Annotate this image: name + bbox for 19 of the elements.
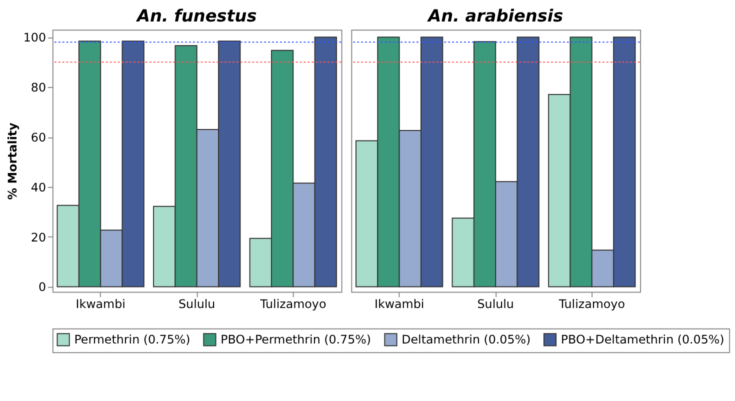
legend-label: Deltamethrin (0.05%) bbox=[402, 332, 531, 347]
x-tick-label: Ikwambi bbox=[374, 297, 424, 312]
x-tick-label: Sululu bbox=[477, 297, 514, 312]
legend-label: PBO+Deltamethrin (0.05%) bbox=[560, 332, 724, 347]
chart-title: An. funestus bbox=[134, 6, 257, 26]
chart-title: An. arabiensis bbox=[426, 6, 564, 26]
y-axis-title: % Mortality bbox=[5, 122, 20, 200]
y-tick-label: 20 bbox=[30, 230, 46, 244]
y-tick-label: 60 bbox=[30, 130, 46, 144]
x-tick-label: Sululu bbox=[178, 297, 216, 312]
y-tick-label: 40 bbox=[30, 180, 46, 194]
legend-label: PBO+Permethrin (0.75%) bbox=[220, 332, 372, 347]
y-tick-label: 0 bbox=[38, 280, 46, 294]
x-tick-label: Ikwambi bbox=[76, 297, 126, 312]
x-tick-label: Tulizamoyo bbox=[558, 297, 625, 312]
x-tick-label: Tulizamoyo bbox=[259, 297, 326, 312]
legend-label: Permethrin (0.75%) bbox=[74, 332, 190, 347]
y-tick-label: 80 bbox=[30, 80, 46, 95]
y-tick-label: 100 bbox=[23, 30, 46, 45]
